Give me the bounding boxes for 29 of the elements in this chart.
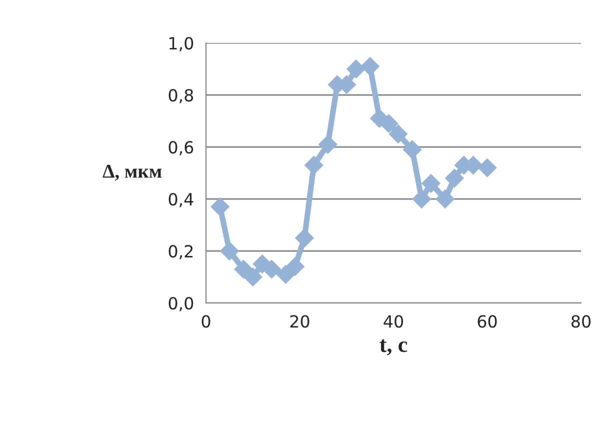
y-tick-label: 0,2 — [168, 244, 193, 260]
y-tick-label: 0,0 — [168, 296, 194, 312]
point — [445, 168, 464, 188]
y-axis-title: Δ, мкм — [102, 164, 162, 181]
point — [422, 174, 440, 193]
x-tick-label: 20 — [290, 315, 310, 328]
point — [295, 228, 314, 248]
x-tick-label: 80 — [572, 315, 590, 328]
point — [318, 135, 338, 154]
y-tick-label: 0,4 — [168, 192, 194, 208]
y-tick-label: 0,6 — [168, 140, 194, 156]
y-tick-label: 0,8 — [168, 88, 194, 104]
point — [286, 257, 304, 276]
y-tick-label: 1,0 — [170, 36, 194, 52]
point — [346, 60, 366, 78]
x-tick-label: 60 — [478, 315, 497, 328]
point — [304, 156, 324, 175]
x-tick-label: 40 — [384, 315, 403, 328]
point — [478, 158, 497, 178]
point — [402, 140, 422, 159]
point — [244, 268, 262, 286]
point — [412, 190, 431, 208]
point — [360, 57, 380, 76]
x-tick-label: 0 — [202, 315, 210, 328]
point — [436, 190, 454, 208]
x-axis-title: t, с — [380, 339, 408, 356]
point — [388, 124, 408, 144]
point — [220, 242, 239, 260]
point — [210, 197, 230, 216]
